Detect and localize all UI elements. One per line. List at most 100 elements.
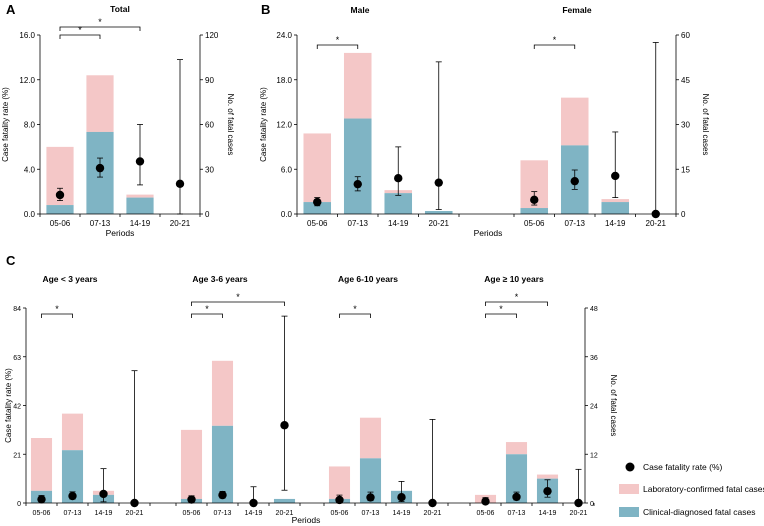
x-tick-label: 07-13: [508, 510, 526, 517]
legend-lab-swatch: [619, 484, 639, 494]
x-tick-label: 05-06: [50, 219, 71, 228]
significance-star: *: [98, 17, 102, 27]
legend: Case fatality rate (%) Laboratory-confir…: [619, 462, 764, 517]
bar-clin-diagnosed: [126, 197, 154, 214]
significance-bracket: [191, 313, 223, 318]
bar-clin-diagnosed: [520, 208, 549, 214]
y-axis-label-left: Case fatality rate (%): [4, 368, 13, 443]
y-tick-label-left: 0: [17, 501, 21, 508]
bar-lab-confirmed: [536, 474, 559, 479]
bar-clin-diagnosed: [46, 205, 74, 214]
legend-clin-swatch: [619, 507, 639, 517]
y-tick-label-right: 0: [681, 210, 686, 219]
cfr-point: [68, 491, 77, 501]
y-axis-label-left: Case fatality rate (%): [1, 87, 10, 162]
subpanel-title: Age 3-6 years: [192, 274, 248, 284]
cfr-point: [397, 492, 406, 502]
x-tick-label: 07-13: [565, 219, 586, 228]
bar-lab-confirmed: [359, 417, 382, 459]
cfr-point: [570, 176, 579, 186]
x-tick-label: 05-06: [183, 510, 201, 517]
x-tick-label: 20-21: [170, 219, 191, 228]
cfr-point: [187, 495, 196, 504]
y-tick-label-left: 16.0: [19, 31, 35, 40]
y-axis-label-right: No. of fatal cases: [226, 94, 235, 156]
x-tick-label: 20-21: [570, 510, 588, 517]
bar-lab-confirmed: [328, 466, 351, 499]
bar-clin-diagnosed: [211, 425, 234, 503]
x-tick-label: 05-06: [524, 219, 545, 228]
significance-star: *: [205, 304, 209, 314]
bar-lab-confirmed: [560, 97, 589, 146]
cfr-point: [99, 489, 108, 499]
cfr-point: [280, 421, 289, 430]
significance-bracket: [191, 301, 285, 306]
significance-bracket: [485, 313, 517, 318]
chart-panel-b: Male 05-06 07-13 14-19 20-21 * Female 05-06 07-1…: [259, 5, 710, 238]
significance-star: *: [499, 304, 503, 314]
bar-lab-confirmed: [601, 199, 630, 203]
y-tick-label-left: 24.0: [276, 31, 292, 40]
x-tick-label: 05-06: [307, 219, 328, 228]
cfr-point: [611, 171, 620, 181]
y-tick-label-right: 15: [681, 165, 690, 174]
y-tick-label-right: 30: [205, 165, 214, 174]
bar-clin-diagnosed: [384, 193, 413, 214]
cfr-point: [353, 179, 362, 189]
x-axis-label: Periods: [474, 228, 503, 238]
bar-lab-confirmed: [505, 442, 528, 455]
significance-bracket: [41, 313, 73, 318]
x-tick-label: 20-21: [424, 510, 442, 517]
x-tick-label: 14-19: [539, 510, 557, 517]
subpanel-title: Age < 3 years: [42, 274, 97, 284]
x-axis-label: Periods: [292, 515, 321, 525]
x-tick-label: 14-19: [605, 219, 626, 228]
y-tick-label-right: 60: [205, 121, 214, 130]
panel-label-a: A: [6, 2, 16, 17]
significance-star: *: [236, 292, 240, 302]
cfr-point: [135, 157, 145, 166]
panel-label-b: B: [261, 2, 270, 17]
y-tick-label-left: 12.0: [19, 76, 35, 85]
significance-star: *: [515, 292, 519, 302]
significance-bracket: [533, 44, 576, 49]
x-tick-label: 20-21: [429, 219, 450, 228]
bar-lab-confirmed: [343, 52, 372, 119]
bar-lab-confirmed: [30, 438, 53, 491]
x-tick-label: 20-21: [276, 510, 294, 517]
y-axis-label-right: No. of fatal cases: [609, 375, 618, 437]
significance-bracket: [59, 34, 101, 39]
cfr-point: [366, 493, 375, 502]
significance-star: *: [55, 304, 59, 314]
cfr-point: [481, 497, 490, 506]
bar-lab-confirmed: [211, 360, 234, 426]
y-tick-label-left: 84: [13, 306, 21, 313]
cfr-point: [175, 179, 185, 188]
x-tick-label: 14-19: [95, 510, 113, 517]
y-tick-label-right: 24: [590, 404, 598, 411]
chart-panel-a: Total 05-06 07-13 14-19 20-21 * * 0.0 4.0 8.0 12.0…: [1, 4, 235, 238]
bar-lab-confirmed: [180, 429, 203, 499]
bar-lab-confirmed: [303, 133, 332, 203]
chart-panel-c: Age < 3 years 05-06 07-13 14-19 20-21 * Age 3-…: [4, 274, 618, 525]
x-tick-label: 14-19: [130, 219, 151, 228]
cfr-point: [218, 490, 227, 500]
subpanel-title: Age 6-10 years: [338, 274, 398, 284]
significance-star: *: [353, 304, 357, 314]
y-tick-label-right: 30: [681, 121, 690, 130]
x-tick-label: 14-19: [393, 510, 411, 517]
subpanel-title: Male: [351, 5, 370, 15]
x-tick-label: 07-13: [362, 510, 380, 517]
x-tick-label: 20-21: [126, 510, 144, 517]
y-axis-label-left: Case fatality rate (%): [259, 87, 268, 162]
x-tick-label: 14-19: [245, 510, 263, 517]
legend-lab-label: Laboratory-confirmed fatal cases: [643, 484, 764, 494]
cfr-point: [313, 197, 322, 207]
significance-bracket: [316, 44, 359, 49]
subpanel-title: Total: [110, 4, 130, 14]
y-tick-label-left: 18.0: [276, 76, 292, 85]
bar-clin-diagnosed: [601, 202, 630, 214]
y-tick-label-right: 120: [205, 31, 219, 40]
significance-star: *: [78, 25, 82, 35]
